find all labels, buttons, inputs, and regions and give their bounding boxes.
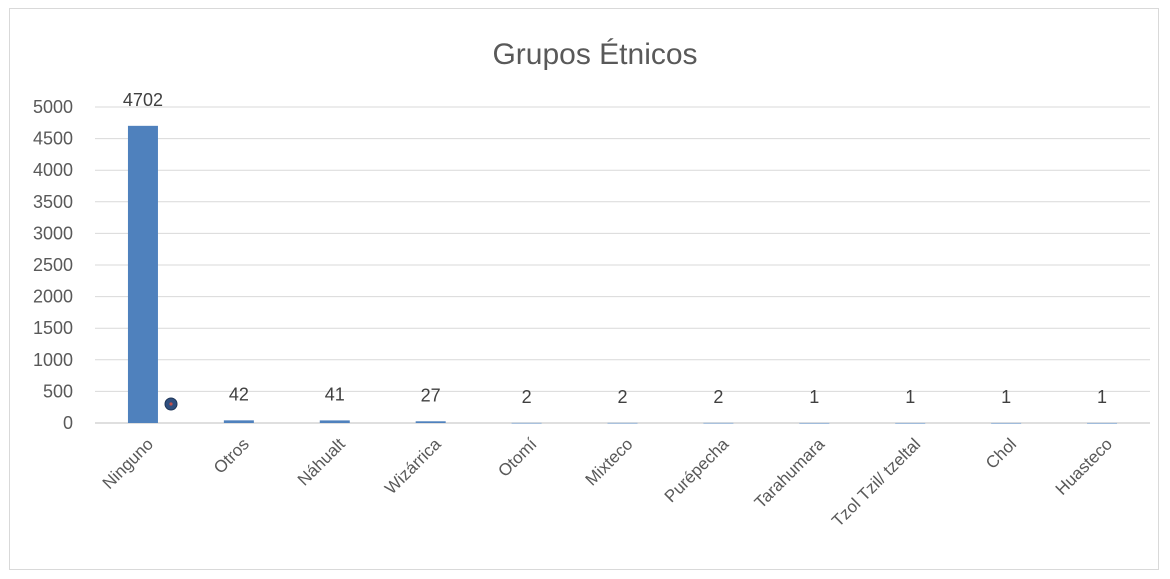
y-tick-label: 1000 xyxy=(33,350,73,370)
bar xyxy=(127,125,158,423)
x-axis-ticks: Ninguno Otros Náhualt Wizárrica Otomí Mixteco… xyxy=(99,434,1116,530)
x-tick-label: Mixteco xyxy=(582,435,637,490)
data-labels: 4702 42 41 27 2 2 2 1 1 1 1 xyxy=(123,90,1107,407)
y-tick-label: 500 xyxy=(43,381,73,401)
data-label: 2 xyxy=(522,387,532,407)
y-tick-label: 3000 xyxy=(33,223,73,243)
x-tick-label: Tarahumara xyxy=(751,434,829,512)
gridlines xyxy=(95,106,1150,424)
x-tick-label: Tzol Tzil/ tzeltal xyxy=(828,435,924,531)
bar xyxy=(703,422,734,424)
bar xyxy=(991,422,1022,424)
marker-dot-center xyxy=(169,402,173,406)
y-tick-label: 3500 xyxy=(33,192,73,212)
y-tick-label: 4000 xyxy=(33,160,73,180)
bars xyxy=(127,125,1118,424)
x-tick-label: Wizárrica xyxy=(381,434,445,498)
data-label: 27 xyxy=(421,385,441,405)
data-label: 2 xyxy=(617,387,627,407)
bar xyxy=(895,422,926,424)
bar xyxy=(799,422,830,424)
x-tick-label: Ninguno xyxy=(99,435,157,493)
x-tick-label: Náhualt xyxy=(294,434,349,489)
x-tick-label: Otomí xyxy=(494,434,540,480)
y-tick-label: 0 xyxy=(63,413,73,433)
chart-frame xyxy=(9,8,1159,570)
data-label: 4702 xyxy=(123,90,163,110)
x-tick-label: Huasteco xyxy=(1052,435,1116,499)
y-tick-label: 2500 xyxy=(33,255,73,275)
bar xyxy=(511,422,542,424)
bar xyxy=(1087,422,1118,424)
x-tick-label: Chol xyxy=(982,435,1020,473)
bar xyxy=(319,420,350,423)
y-tick-label: 2000 xyxy=(33,287,73,307)
y-tick-label: 5000 xyxy=(33,97,73,117)
chart-title: Grupos Étnicos xyxy=(492,38,697,71)
x-tick-label: Purépecha xyxy=(661,434,733,506)
bar xyxy=(415,421,446,423)
y-tick-label: 1500 xyxy=(33,318,73,338)
y-axis-ticks: 0 500 1000 1500 2000 2500 3000 3500 4000 4500 5000 xyxy=(33,97,73,433)
data-label: 2 xyxy=(713,387,723,407)
y-tick-label: 4500 xyxy=(33,129,73,149)
data-label: 1 xyxy=(1001,387,1011,407)
data-label: 41 xyxy=(325,384,345,404)
data-label: 1 xyxy=(905,387,915,407)
x-tick-label: Otros xyxy=(210,435,253,478)
data-label: 1 xyxy=(809,387,819,407)
bar xyxy=(223,420,254,423)
data-label: 1 xyxy=(1097,387,1107,407)
data-label: 42 xyxy=(229,384,249,404)
bar xyxy=(607,422,638,424)
